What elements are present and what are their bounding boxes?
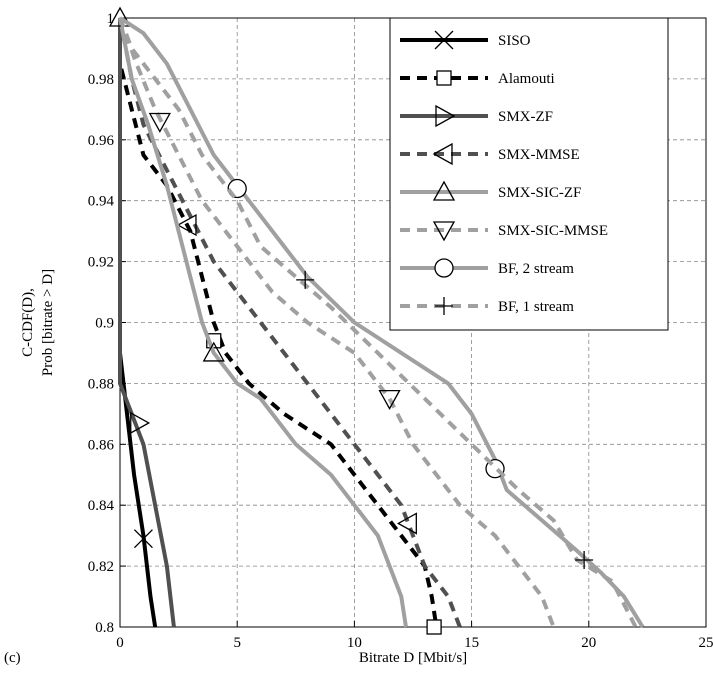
- marker: [427, 620, 441, 634]
- legend-label: BF, 2 stream: [498, 261, 574, 277]
- panel-label: (c): [4, 650, 21, 666]
- legend-label: SMX-ZF: [498, 109, 553, 125]
- y-tick-label: 0.84: [88, 498, 115, 514]
- legend-label: Alamouti: [498, 71, 555, 87]
- legend-label: SMX-MMSE: [498, 147, 580, 163]
- y-tick-label: 0.8: [95, 620, 114, 636]
- x-axis-label: Bitrate D [Mbit/s]: [359, 650, 467, 666]
- y-axis-label: C-CDF(D),: [20, 288, 36, 357]
- y-tick-label: 0.82: [88, 559, 114, 575]
- x-tick-label: 0: [116, 635, 124, 651]
- x-tick-label: 15: [464, 635, 479, 651]
- x-tick-label: 10: [347, 635, 362, 651]
- y-tick-label: 0.88: [88, 376, 114, 392]
- y-axis-label: Prob [bitrate > D]: [40, 269, 56, 376]
- legend-label: SMX-SIC-MMSE: [498, 223, 608, 239]
- y-tick-label: 0.86: [88, 437, 115, 453]
- y-tick-label: 0.94: [88, 194, 115, 210]
- marker: [435, 259, 453, 277]
- legend-label: BF, 1 stream: [498, 299, 574, 315]
- x-tick-label: 20: [581, 635, 596, 651]
- y-tick-label: 0.92: [88, 255, 114, 271]
- y-tick-label: 0.96: [88, 133, 115, 149]
- x-tick-label: 25: [699, 635, 713, 651]
- marker: [437, 71, 451, 85]
- legend-box: [390, 18, 668, 330]
- legend-label: SMX-SIC-ZF: [498, 185, 581, 201]
- y-tick-label: 0.98: [88, 72, 114, 88]
- x-tick-label: 5: [233, 635, 241, 651]
- y-tick-label: 0.9: [95, 316, 114, 332]
- legend-label: SISO: [498, 33, 531, 49]
